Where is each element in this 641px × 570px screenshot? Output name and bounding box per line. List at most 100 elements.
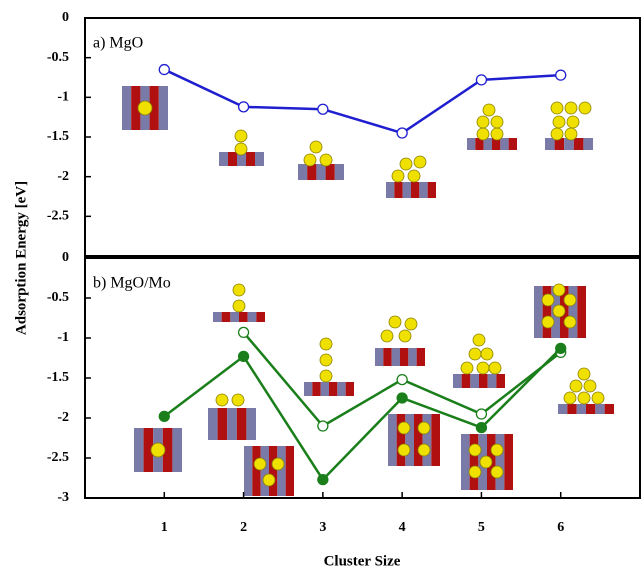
structure-image <box>534 284 586 338</box>
y-tick-label: -1.5 <box>47 370 69 385</box>
atom <box>483 104 495 116</box>
atom <box>408 170 420 182</box>
atom <box>461 434 470 490</box>
data-point <box>318 421 328 431</box>
atom <box>467 138 475 150</box>
data-point <box>476 423 486 433</box>
atom <box>551 128 563 140</box>
structure-image <box>467 104 517 150</box>
atom <box>500 138 508 150</box>
atom <box>227 408 237 440</box>
atom <box>246 152 255 166</box>
structure-image <box>545 102 593 150</box>
y-tick-label: -2.5 <box>47 450 69 465</box>
atom <box>592 392 604 404</box>
structure-image <box>461 434 513 490</box>
atom <box>583 138 593 150</box>
y-tick-label: -0.5 <box>47 50 69 65</box>
x-tick-label: 2 <box>240 520 247 535</box>
atom <box>159 86 168 130</box>
atom <box>335 164 344 180</box>
atom <box>564 316 576 328</box>
atom <box>389 316 401 328</box>
atom <box>320 354 332 366</box>
atom <box>504 434 513 490</box>
atom <box>496 374 505 388</box>
atom <box>269 446 277 496</box>
atom <box>405 318 417 330</box>
atom <box>469 444 481 456</box>
atom <box>491 444 503 456</box>
atom <box>553 116 565 128</box>
atom <box>277 446 285 496</box>
atom <box>480 456 492 468</box>
atom <box>509 138 517 150</box>
atom <box>578 368 590 380</box>
data-point <box>239 351 249 361</box>
data-point <box>397 375 407 385</box>
atom <box>398 422 410 434</box>
data-point <box>239 327 249 337</box>
x-tick-label: 3 <box>319 520 326 535</box>
atom <box>542 316 554 328</box>
panel-label: a) MgO <box>93 35 143 52</box>
data-point <box>556 343 566 353</box>
atom <box>151 443 165 457</box>
data-point <box>476 409 486 419</box>
atom <box>470 374 479 388</box>
atom <box>577 286 586 338</box>
atom <box>414 156 426 168</box>
atom <box>477 128 489 140</box>
atom <box>320 338 332 350</box>
atom <box>453 374 462 388</box>
x-tick-label: 1 <box>161 520 168 535</box>
data-point <box>318 475 328 485</box>
atom <box>216 394 228 406</box>
atom <box>584 380 596 392</box>
atom <box>261 446 269 496</box>
atom <box>473 334 485 346</box>
atom <box>565 102 577 114</box>
atom <box>567 116 579 128</box>
atom <box>605 404 614 414</box>
data-point <box>239 102 249 112</box>
structure-image <box>375 316 425 366</box>
atom <box>570 380 582 392</box>
atom <box>411 182 419 198</box>
atom <box>595 404 604 414</box>
atom <box>414 414 423 466</box>
x-tick-label: 4 <box>399 520 406 535</box>
atom <box>461 362 473 374</box>
atom <box>565 128 577 140</box>
atom <box>586 404 595 414</box>
structure-image <box>122 86 168 130</box>
atom <box>312 382 320 396</box>
atom <box>252 446 260 496</box>
atom <box>553 284 565 296</box>
atom <box>263 474 275 486</box>
data-point <box>159 411 169 421</box>
atom <box>386 182 394 198</box>
structure-image <box>453 334 505 388</box>
y-tick-label: -1 <box>57 330 69 345</box>
atom <box>375 348 383 366</box>
atom <box>400 158 412 170</box>
atom <box>394 182 402 198</box>
y-axis-label: Adsorption Energy [eV] <box>13 181 29 335</box>
atom <box>462 374 471 388</box>
data-point <box>318 104 328 114</box>
structure-image <box>244 446 294 496</box>
atom <box>213 312 222 322</box>
atom <box>399 330 411 342</box>
panel-label: b) MgO/Mo <box>93 275 171 292</box>
atom <box>307 164 316 180</box>
atom <box>233 284 245 296</box>
atom <box>239 312 248 322</box>
atom <box>134 428 144 472</box>
y-tick-label: -2 <box>57 169 69 184</box>
atom <box>346 382 354 396</box>
atom <box>558 404 567 414</box>
atom <box>254 458 266 470</box>
structure-image <box>386 156 436 198</box>
atom <box>551 102 563 114</box>
